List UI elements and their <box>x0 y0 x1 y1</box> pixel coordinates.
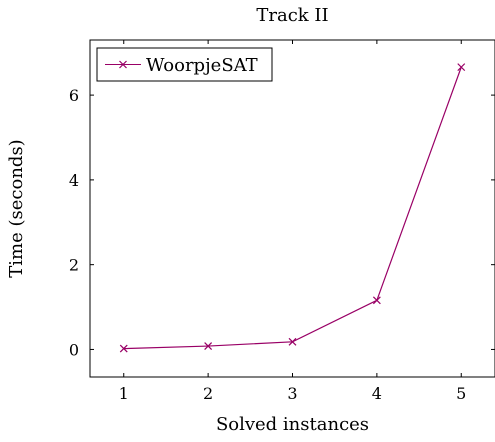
chart-title: Track II <box>256 5 328 26</box>
y-tick-label: 2 <box>69 256 79 275</box>
x-tick-label: 3 <box>287 384 297 403</box>
legend-label: WoorpjeSAT <box>146 55 258 76</box>
x-tick-label: 5 <box>456 384 466 403</box>
ticks-layer: 1 2 3 4 5 0 2 4 6 <box>69 40 495 403</box>
y-tick-label: 6 <box>69 86 79 105</box>
legend-marker-x <box>119 60 127 69</box>
series-line-0 <box>123 66 462 350</box>
x-tick-label: 2 <box>203 384 213 403</box>
plot-frame <box>89 39 495 378</box>
legend-marker <box>119 60 127 69</box>
y-tick-label: 0 <box>69 340 79 359</box>
legend: WoorpjeSAT <box>96 47 273 82</box>
data-point <box>372 296 381 305</box>
y-tick-label: 4 <box>69 171 79 190</box>
data-point <box>457 63 466 72</box>
data-point <box>119 344 128 353</box>
data-point <box>204 342 213 350</box>
x-tick-label: 1 <box>119 384 129 403</box>
x-tick-label: 4 <box>372 384 382 403</box>
series-layer <box>119 63 466 353</box>
data-point <box>288 337 297 346</box>
y-axis-title: Time (seconds) <box>6 139 27 277</box>
x-axis-title: Solved instances <box>216 414 369 435</box>
